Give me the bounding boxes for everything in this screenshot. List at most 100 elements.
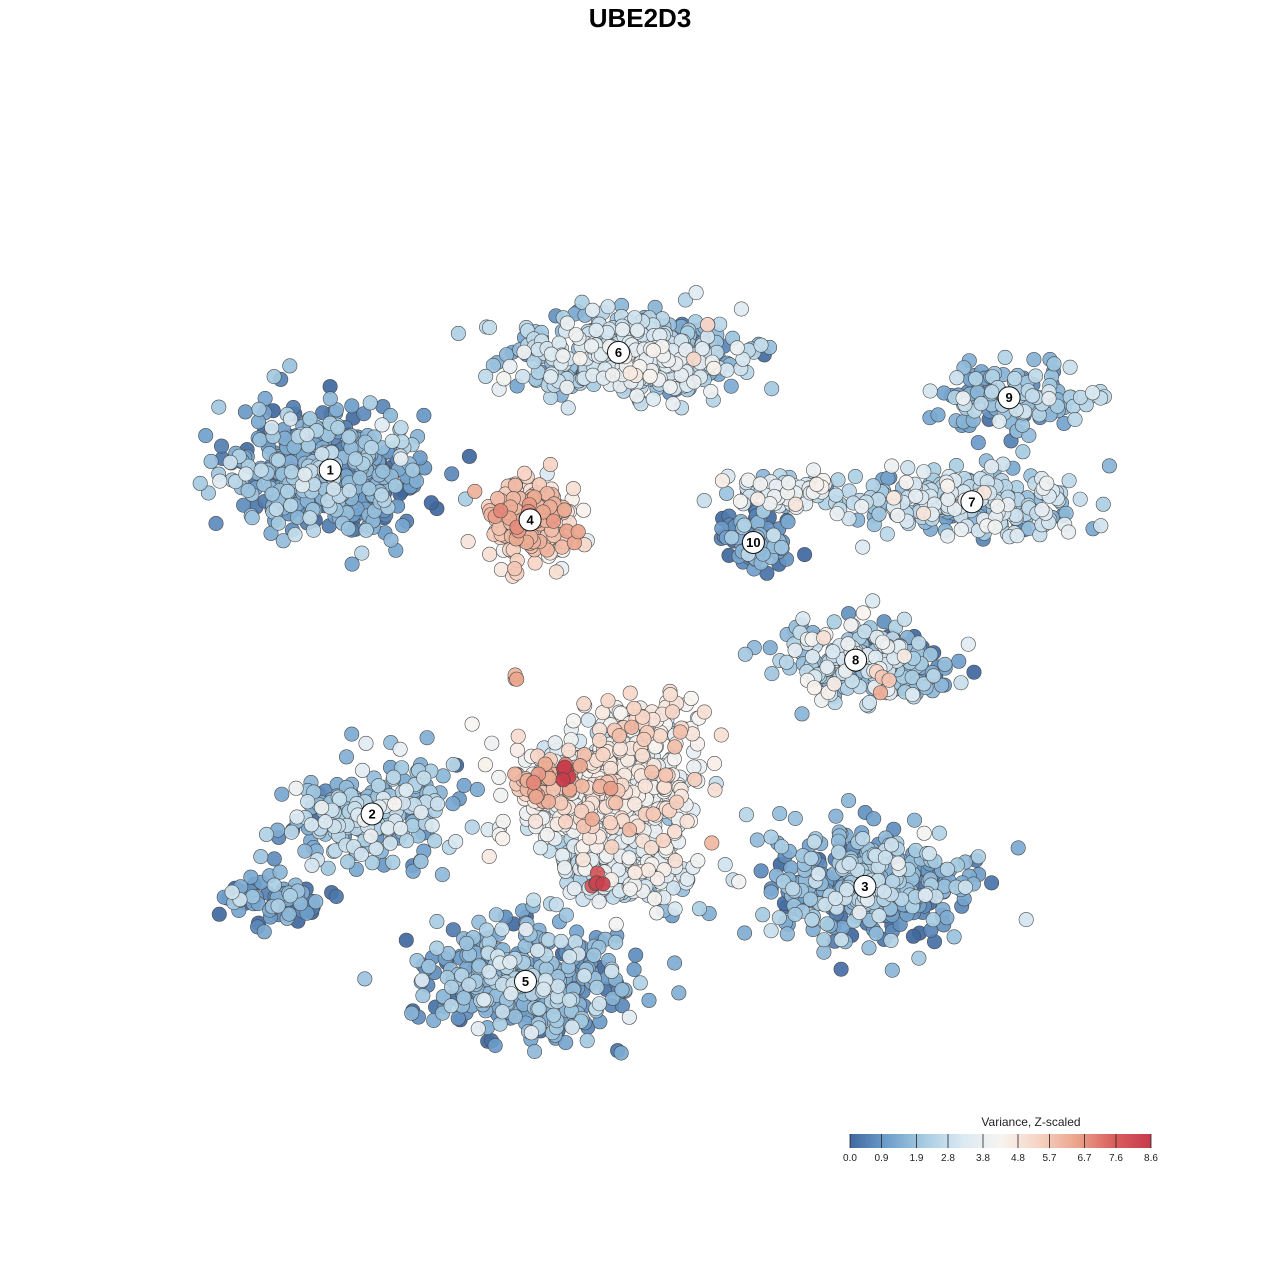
data-point — [865, 593, 881, 609]
data-point — [448, 834, 464, 850]
legend-tick-label: 0.0 — [843, 1153, 857, 1164]
data-point — [1041, 391, 1057, 407]
data-point — [423, 495, 439, 511]
data-point — [354, 762, 370, 778]
data-point — [911, 950, 927, 966]
data-point — [344, 398, 360, 414]
data-point — [629, 388, 645, 404]
data-point — [602, 815, 618, 831]
data-point — [284, 824, 300, 840]
data-point — [503, 986, 519, 1002]
data-point — [282, 358, 298, 374]
data-point — [274, 786, 290, 802]
legend-tick-label: 4.8 — [1011, 1153, 1025, 1164]
color-legend: Variance, Z-scaled 0.0 0.9 1.9 2.8 3.8 4.8 5.7… — [843, 1115, 1158, 1164]
data-point — [555, 772, 571, 788]
data-point — [627, 865, 643, 881]
data-point — [415, 988, 431, 1004]
data-point — [487, 1038, 503, 1054]
data-point — [547, 735, 563, 751]
data-point — [939, 910, 955, 926]
point-layer — [192, 285, 1117, 1061]
data-point — [266, 877, 282, 893]
data-point — [984, 875, 1000, 891]
data-point — [325, 481, 341, 497]
data-point — [780, 514, 796, 530]
data-point — [478, 368, 494, 384]
data-point — [655, 832, 671, 848]
data-point — [588, 322, 604, 338]
cluster-label: 10 — [746, 535, 760, 550]
data-point — [621, 822, 637, 838]
data-point — [358, 522, 374, 538]
data-point — [861, 940, 877, 956]
data-point — [763, 829, 779, 845]
data-point — [908, 488, 924, 504]
data-point — [1046, 356, 1062, 372]
data-point — [565, 713, 581, 729]
data-point — [456, 990, 472, 1006]
data-point — [479, 922, 495, 938]
data-point — [253, 462, 269, 478]
data-point — [380, 820, 396, 836]
data-point — [940, 491, 956, 507]
data-point — [211, 399, 227, 415]
data-point — [429, 940, 445, 956]
data-point — [405, 863, 421, 879]
data-point — [704, 835, 720, 851]
data-point — [737, 646, 753, 662]
data-point — [481, 319, 497, 335]
data-point — [749, 832, 765, 848]
data-point — [580, 712, 596, 728]
data-point — [591, 894, 607, 910]
data-point — [243, 869, 259, 885]
data-point — [341, 483, 357, 499]
data-point — [516, 465, 532, 481]
data-point — [797, 547, 813, 563]
data-point — [1095, 496, 1111, 512]
data-point — [1028, 368, 1044, 384]
data-point — [492, 1016, 508, 1032]
data-point — [328, 888, 344, 904]
data-point — [526, 892, 542, 908]
data-point — [841, 856, 857, 872]
data-point — [270, 515, 286, 531]
data-point — [240, 482, 256, 498]
data-point — [683, 690, 699, 706]
data-point — [809, 476, 825, 492]
data-point — [528, 789, 544, 805]
data-point — [827, 890, 843, 906]
data-point — [575, 852, 591, 868]
data-point — [714, 473, 730, 489]
data-point — [667, 824, 683, 840]
data-point — [787, 642, 803, 658]
data-point — [672, 724, 688, 740]
data-point — [605, 990, 621, 1006]
data-point — [464, 819, 480, 835]
legend-tick-label: 7.6 — [1109, 1153, 1123, 1164]
data-point — [485, 357, 501, 373]
data-point — [626, 700, 642, 716]
data-point — [270, 452, 286, 468]
data-point — [724, 530, 740, 546]
data-point — [875, 634, 891, 650]
data-point — [509, 671, 525, 687]
data-point — [667, 955, 683, 971]
data-point — [970, 849, 986, 865]
cluster-label: 1 — [327, 463, 334, 478]
data-point — [414, 972, 430, 988]
data-point — [282, 888, 298, 904]
data-point — [330, 420, 346, 436]
data-point — [542, 456, 558, 472]
data-point — [750, 491, 766, 507]
data-point — [614, 322, 630, 338]
data-point — [416, 407, 432, 423]
data-point — [589, 979, 605, 995]
data-point — [374, 487, 390, 503]
data-point — [622, 365, 638, 381]
data-point — [445, 796, 461, 812]
data-point — [688, 285, 704, 301]
data-point — [584, 811, 600, 827]
data-point — [507, 561, 523, 577]
data-point — [831, 844, 847, 860]
